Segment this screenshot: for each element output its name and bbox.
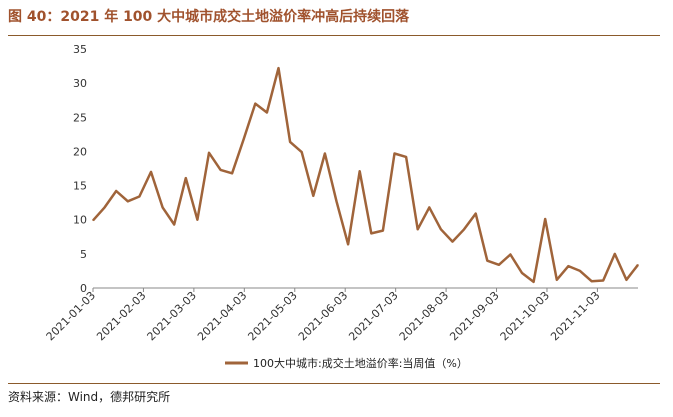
- data-point: [161, 206, 164, 209]
- data-point: [254, 103, 256, 105]
- data-point: [185, 177, 187, 179]
- data-point: [486, 260, 488, 262]
- data-point: [324, 152, 326, 155]
- data-point: [544, 218, 546, 220]
- x-tick-label: 2021-07-03: [346, 289, 400, 343]
- x-tick-label: 2021-09-03: [447, 289, 501, 343]
- data-point: [196, 219, 198, 221]
- title-rule: [8, 35, 660, 36]
- data-point: [335, 200, 338, 202]
- data-point: [382, 230, 384, 232]
- data-point: [463, 228, 465, 230]
- data-point: [92, 219, 94, 221]
- data-point: [127, 200, 129, 202]
- data-point: [556, 279, 558, 281]
- x-tick-label: 2021-11-03: [548, 289, 602, 343]
- legend-label: 100大中城市:成交土地溢价率:当周值（%）: [253, 356, 468, 370]
- y-tick-label: 10: [73, 214, 87, 227]
- y-tick-label: 5: [80, 248, 87, 261]
- data-point: [219, 169, 222, 171]
- figure-title: 图 40：2021 年 100 大中城市成交土地溢价率冲高后持续回落: [8, 9, 410, 25]
- data-point: [393, 152, 396, 155]
- data-point: [301, 151, 303, 153]
- data-point: [266, 111, 268, 114]
- x-axis-ticks: 2021-01-032021-02-032021-03-032021-04-03…: [44, 288, 603, 343]
- x-tick-label: 2021-02-03: [94, 289, 148, 343]
- data-point: [521, 272, 523, 274]
- data-point: [475, 212, 477, 215]
- data-point: [347, 243, 349, 245]
- x-tick-label: 2021-08-03: [397, 289, 451, 343]
- data-point: [579, 270, 581, 272]
- y-tick-label: 20: [73, 145, 87, 158]
- data-point: [602, 279, 604, 282]
- y-axis-ticks: 0 5 10 15 20 25 30 35: [73, 43, 87, 295]
- data-point: [637, 264, 639, 266]
- data-point: [138, 195, 140, 198]
- x-tick-label: 2021-04-03: [195, 289, 249, 343]
- data-point: [591, 280, 593, 282]
- series-points: [92, 67, 639, 283]
- data-point: [103, 206, 106, 209]
- data-point: [567, 265, 570, 267]
- data-point: [312, 195, 314, 197]
- data-point: [509, 253, 512, 256]
- data-point: [173, 223, 175, 226]
- y-tick-label: 0: [80, 282, 87, 295]
- data-point: [115, 190, 117, 192]
- source-rule: [8, 383, 660, 384]
- data-point: [359, 170, 361, 172]
- source-note: 资料来源：Wind，德邦研究所: [8, 390, 171, 404]
- data-point: [370, 232, 372, 234]
- data-point: [208, 152, 210, 154]
- y-tick-label: 35: [73, 43, 87, 56]
- data-point: [428, 206, 430, 209]
- data-point: [417, 228, 419, 230]
- data-point: [533, 281, 535, 283]
- y-tick-label: 30: [73, 77, 87, 90]
- data-point: [614, 253, 616, 255]
- data-point: [498, 264, 500, 266]
- y-tick-label: 25: [73, 111, 87, 124]
- x-tick-label: 2021-05-03: [245, 289, 299, 343]
- legend: 100大中城市:成交土地溢价率:当周值（%）: [225, 356, 468, 370]
- y-tick-label: 15: [73, 180, 87, 193]
- series-line: [92, 66, 639, 284]
- data-point: [625, 279, 628, 281]
- x-tick-label: 2021-01-03: [44, 289, 98, 343]
- x-tick-label: 2021-03-03: [145, 289, 199, 343]
- x-tick-label: 2021-06-03: [296, 289, 350, 343]
- data-point: [150, 171, 152, 173]
- data-point: [451, 240, 454, 243]
- data-point: [277, 67, 280, 69]
- data-point: [243, 138, 245, 140]
- data-point: [440, 228, 442, 230]
- data-point: [289, 141, 291, 143]
- x-tick-label: 2021-10-03: [498, 289, 552, 343]
- data-point: [231, 172, 233, 174]
- data-point: [405, 156, 407, 158]
